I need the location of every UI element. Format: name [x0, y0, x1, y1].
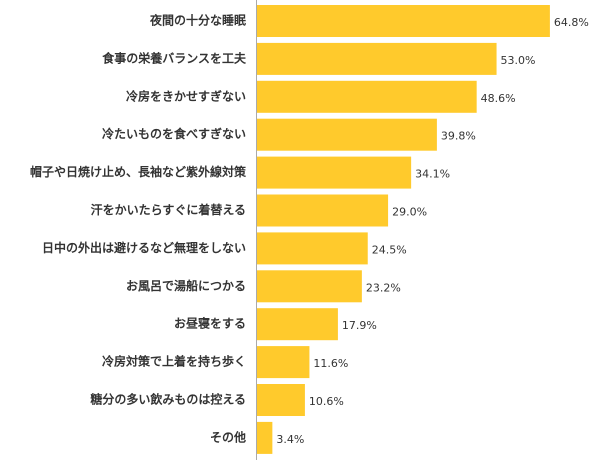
category-label: 夜間の十分な睡眠	[149, 13, 246, 28]
bar	[257, 80, 477, 113]
category-label: お昼寝をする	[174, 316, 246, 331]
category-label: 冷房対策で上着を持ち歩く	[102, 354, 246, 369]
value-label: 24.5%	[372, 243, 407, 256]
value-label: 34.1%	[415, 168, 450, 181]
value-label: 11.6%	[313, 357, 348, 370]
category-label: 食事の栄養バランスを工夫	[101, 50, 247, 65]
value-label: 48.6%	[481, 92, 516, 105]
bar	[257, 232, 368, 265]
bar	[257, 156, 412, 189]
bar	[257, 5, 550, 37]
bar	[257, 308, 338, 341]
value-label: 64.8%	[554, 16, 589, 29]
bar	[257, 42, 497, 75]
value-label: 3.4%	[276, 433, 304, 446]
value-label: 10.6%	[309, 395, 344, 408]
value-label: 29.0%	[392, 206, 427, 219]
bar	[257, 194, 389, 227]
value-label: 17.9%	[342, 319, 377, 332]
category-label: 冷房をきかせすぎない	[126, 88, 246, 103]
category-label: お風呂で湯船につかる	[126, 278, 246, 293]
category-label: 汗をかいたらすぐに着替える	[91, 202, 246, 217]
category-label: 冷たいものを食べすぎない	[102, 126, 246, 141]
category-label: その他	[210, 429, 246, 444]
category-label: 糖分の多い飲みものは控える	[90, 392, 246, 407]
bar	[257, 421, 273, 454]
bar	[257, 270, 362, 303]
value-label: 53.0%	[501, 54, 536, 67]
bar	[257, 384, 305, 416]
category-label: 帽子や日焼け止め、長袖など紫外線対策	[30, 164, 247, 179]
bar	[257, 346, 310, 379]
value-label: 39.8%	[441, 130, 476, 143]
bar	[257, 118, 437, 151]
category-label: 日中の外出は避けるなど無理をしない	[42, 240, 246, 255]
value-label: 23.2%	[366, 281, 401, 294]
